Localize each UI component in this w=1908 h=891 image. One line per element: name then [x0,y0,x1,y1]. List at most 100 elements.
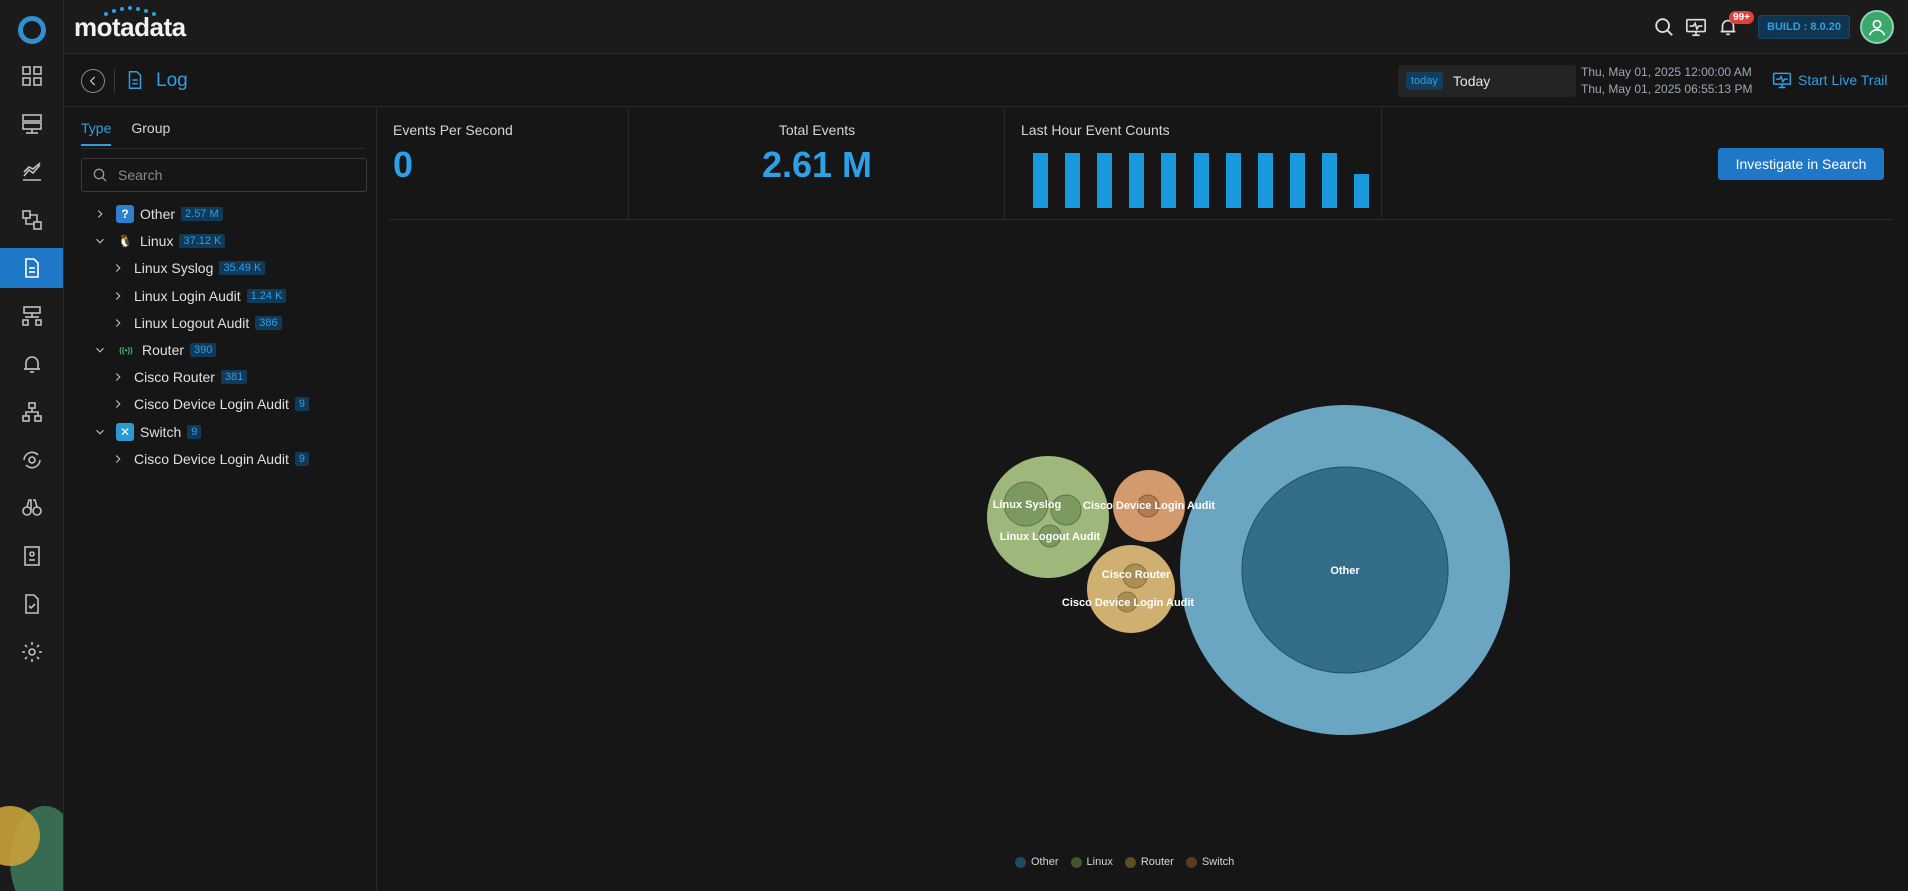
count-badge: 9 [187,424,202,439]
settings-nav[interactable] [0,632,63,672]
chevron-right-icon[interactable] [110,315,126,331]
chevron-right-icon[interactable] [110,396,126,412]
back-button[interactable] [81,69,105,93]
bubble-other[interactable] [1241,466,1449,674]
last-hour-card: Last Hour Event Counts [1005,108,1382,220]
bar[interactable] [1033,153,1048,208]
switch-icon: ✕ [116,422,134,441]
brand-logo[interactable]: motadata [74,6,186,43]
date-range-picker[interactable]: today Today [1398,65,1576,97]
tree-search-box[interactable] [81,158,367,192]
tree-group-row[interactable]: ((•)) Router 390 [92,339,217,361]
bar[interactable] [1321,153,1337,208]
hierarchy-icon [22,402,42,422]
monitor-button[interactable] [1680,11,1712,43]
bubble-router-group[interactable] [1087,545,1175,633]
global-search-button[interactable] [1648,11,1680,43]
legend-dot [1185,856,1197,868]
monitor-icon [1772,72,1792,89]
chevron-right-icon[interactable] [110,451,126,467]
bar[interactable] [1065,153,1081,208]
bar[interactable] [1354,173,1369,208]
bubble-linux-login-audit[interactable] [1050,494,1082,526]
alerts-nav[interactable] [0,344,63,384]
tree-group-row[interactable]: ? Other 2.57 M [92,203,223,225]
chevron-right-icon[interactable] [110,288,126,304]
type-panel: Type Group ? Other 2.57 M 🐧 Linux 37.12 K Linu… [64,108,377,891]
bubble-label-linux-logout-audit: Linux Logout Audit [1000,531,1101,543]
bubble-linux-logout-audit[interactable] [1038,524,1062,548]
topology-nav[interactable] [0,296,63,336]
bar[interactable] [1129,153,1145,208]
build-badge: BUILD : 8.0.20 [1758,15,1850,39]
log-nav[interactable] [0,248,63,288]
bar[interactable] [1257,153,1273,208]
count-badge: 37.12 K [179,234,226,249]
count-badge: 390 [190,343,217,357]
reports-nav[interactable] [0,536,63,576]
legend-item-router[interactable]: Router [1124,856,1174,868]
bubble-label-linux-syslog: Linux Syslog [993,499,1061,511]
metrics-nav[interactable] [0,152,63,192]
bubble-linux-group[interactable] [987,456,1109,578]
tab-group[interactable]: Group [131,120,171,136]
network-icon [22,306,42,326]
count-badge: 1.24 K [246,288,287,303]
start-live-trail-button[interactable]: Start Live Trail [1772,70,1887,90]
chevron-right-icon[interactable] [110,260,126,276]
top-bar: motadata 99+ BUILD : 8.0.20 [64,0,1908,54]
bubble-cisco-router[interactable] [1122,563,1148,589]
investigate-in-search-button[interactable]: Investigate in Search [1718,148,1884,180]
explorer-nav[interactable] [0,488,63,528]
inventory-nav[interactable] [0,104,63,144]
search-input[interactable] [118,167,348,183]
app-logo-icon[interactable] [18,16,46,44]
bar[interactable] [1097,153,1113,208]
document-icon [25,258,39,278]
dashboard-nav[interactable] [0,56,63,96]
bar[interactable] [1289,153,1305,208]
bubble-linux-syslog[interactable] [1003,481,1049,527]
automation-nav[interactable] [0,440,63,480]
flow-nav[interactable] [0,200,63,240]
user-avatar[interactable] [1860,10,1894,44]
count-badge: 2.57 M [181,207,223,221]
server-icon [22,114,42,134]
tree-item-row[interactable]: Cisco Device Login Audit 9 [110,448,309,470]
tree-group-row[interactable]: ✕ Switch 9 [92,421,202,443]
audit-nav[interactable] [0,584,63,624]
legend-item-linux[interactable]: Linux [1070,856,1113,868]
hierarchy-nav[interactable] [0,392,63,432]
report-icon [24,546,40,566]
user-icon [1868,19,1886,36]
bubble-router-login-audit[interactable] [1116,591,1138,613]
bell-icon [1720,19,1736,36]
tree-label: Cisco Device Login Audit [134,450,289,467]
chevron-right-icon[interactable] [92,206,108,222]
bubble-label-switch-login-audit: Cisco Device Login Audit [1083,500,1216,512]
bar[interactable] [1161,153,1177,208]
checklist-icon [25,594,39,614]
tree-item-row[interactable]: Linux Login Audit 1.24 K [110,285,287,307]
date-preset-chip: today [1406,72,1443,90]
notifications-button[interactable]: 99+ [1712,11,1755,43]
tree-group-row[interactable]: 🐧 Linux 37.12 K [92,230,226,252]
chevron-down-icon[interactable] [92,342,108,358]
tab-type[interactable]: Type [81,120,112,146]
chevron-left-icon [89,76,96,86]
bar[interactable] [1225,153,1241,208]
tree-item-row[interactable]: Linux Syslog 35.49 K [110,257,266,279]
chevron-right-icon[interactable] [110,369,126,385]
chevron-down-icon[interactable] [92,424,108,440]
legend-item-switch[interactable]: Switch [1185,856,1234,868]
bubble-switch-login-audit[interactable] [1136,494,1160,518]
legend-dot [1015,856,1026,868]
tree-item-row[interactable]: Cisco Router 381 [110,366,248,388]
last-hour-bar-chart [1033,152,1373,214]
legend-item-other[interactable]: Other [1015,856,1059,868]
tree-item-row[interactable]: Cisco Device Login Audit 9 [110,393,309,415]
count-badge: 9 [294,451,309,466]
bar[interactable] [1193,153,1209,208]
chevron-down-icon[interactable] [92,233,108,249]
tree-item-row[interactable]: Linux Logout Audit 386 [110,312,282,334]
